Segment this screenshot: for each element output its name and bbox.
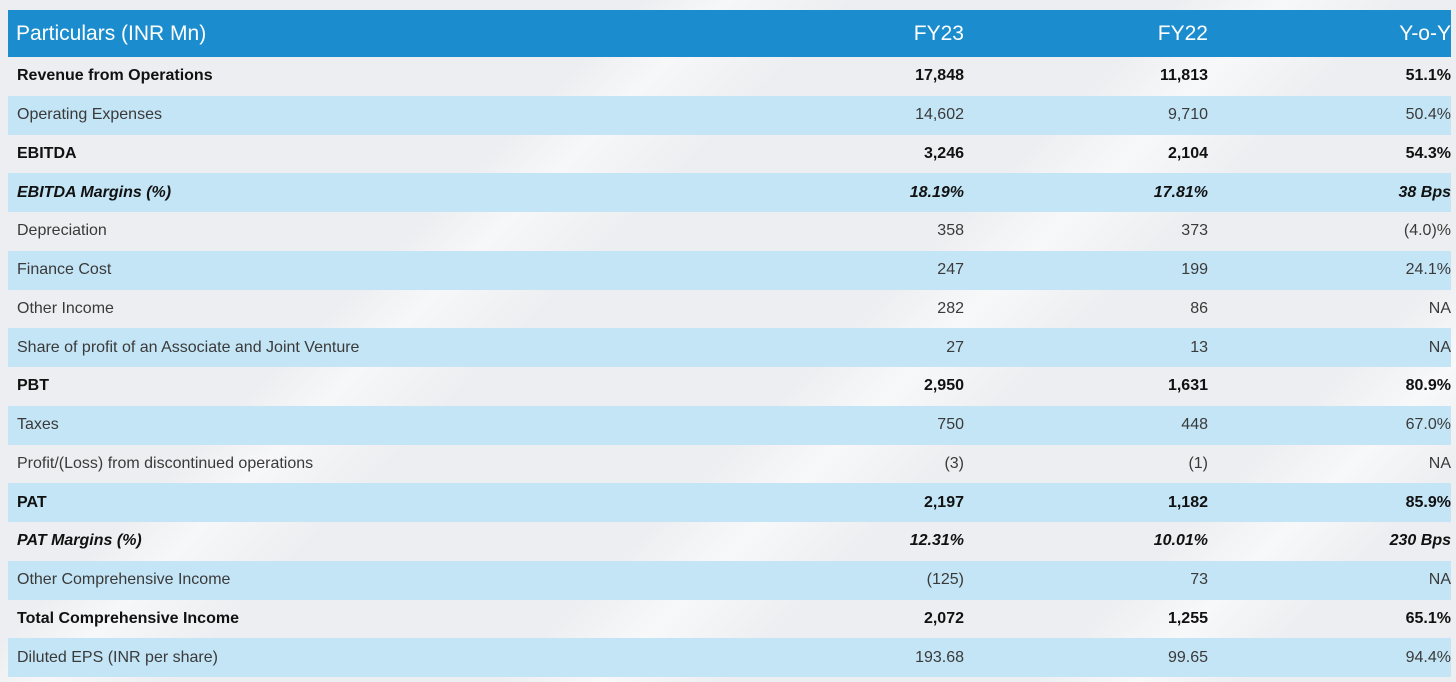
fy23-value: 27 — [946, 338, 964, 356]
fy22-value: 86 — [1190, 299, 1208, 317]
row-label: Taxes — [17, 416, 59, 434]
fy22-value: 1,631 — [1167, 377, 1208, 395]
fy22-value: (1) — [1188, 454, 1208, 472]
table-row: Depreciation 358 373 (4.0)% — [8, 212, 1451, 251]
header-row: Particulars (INR Mn) FY23 FY22 Y-o-Y — [8, 10, 1451, 57]
yoy-value: NA — [1428, 299, 1451, 317]
row-label: Other Comprehensive Income — [17, 571, 231, 589]
header-yoy: Y-o-Y — [1399, 21, 1451, 45]
row-label: Depreciation — [17, 222, 107, 240]
table-row: Share of profit of an Associate and Join… — [8, 328, 1451, 367]
row-label: PAT — [17, 493, 47, 511]
row-label: PBT — [17, 377, 49, 395]
table-row: EBITDA Margins (%) 18.19% 17.81% 38 Bps — [8, 173, 1451, 212]
row-label: Diluted EPS (INR per share) — [17, 648, 218, 666]
fy22-value: 1,255 — [1167, 609, 1208, 627]
table-row: Other Comprehensive Income (125) 73 NA — [8, 560, 1451, 600]
row-label: Total Comprehensive Income — [17, 609, 239, 627]
table-row: Revenue from Operations 17,848 11,813 51.1% — [8, 57, 1451, 96]
row-label: Share of profit of an Associate and Join… — [17, 338, 360, 356]
row-label: EBITDA — [17, 144, 77, 162]
yoy-value: NA — [1428, 454, 1451, 472]
yoy-value: 85.9% — [1405, 493, 1451, 511]
row-label: Revenue from Operations — [17, 67, 213, 85]
fy23-value: 14,602 — [915, 106, 964, 124]
yoy-value: 54.3% — [1405, 144, 1451, 162]
table-row: Diluted EPS (INR per share) 193.68 99.65 94… — [8, 638, 1451, 677]
fy23-value: 3,246 — [923, 144, 964, 162]
fy22-value: 373 — [1181, 222, 1208, 240]
header-fy22: FY22 — [1157, 21, 1208, 45]
yoy-value: 24.1% — [1405, 261, 1451, 279]
yoy-value: NA — [1428, 571, 1451, 589]
table-row: EBITDA 3,246 2,104 54.3% — [8, 135, 1451, 174]
row-label: Other Income — [17, 299, 114, 317]
table-row: PBT 2,950 1,631 80.9% — [8, 367, 1451, 406]
fy23-value: 247 — [937, 261, 964, 279]
yoy-value: NA — [1428, 338, 1451, 356]
fy22-value: 1,182 — [1167, 493, 1208, 511]
fy22-value: 13 — [1190, 338, 1208, 356]
fy23-value: 2,197 — [923, 493, 964, 511]
fy23-value: 358 — [937, 222, 964, 240]
yoy-value: (4.0)% — [1403, 222, 1451, 240]
table-row: Total Comprehensive Income 2,072 1,255 65.1… — [8, 600, 1451, 639]
fy22-value: 11,813 — [1159, 67, 1208, 85]
fy23-value: 193.68 — [915, 648, 964, 666]
table-row: Taxes 750 448 67.0% — [8, 405, 1451, 445]
table-row: PAT 2,197 1,182 85.9% — [8, 483, 1451, 522]
yoy-value: 65.1% — [1405, 609, 1451, 627]
fy23-value: (125) — [926, 571, 964, 589]
row-label: Profit/(Loss) from discontinued operatio… — [17, 454, 314, 472]
row-label: Finance Cost — [17, 261, 112, 279]
table-row: Other Income 282 86 NA — [8, 290, 1451, 329]
financial-table: Particulars (INR Mn) FY23 FY22 Y-o-Y Rev… — [8, 10, 1451, 677]
fy23-value: 12.31% — [909, 532, 964, 550]
fy22-value: 199 — [1181, 261, 1208, 279]
fy23-value: 750 — [937, 416, 964, 434]
fy23-value: 2,950 — [923, 377, 964, 395]
header-fy23: FY23 — [913, 21, 964, 45]
yoy-value: 38 Bps — [1398, 183, 1451, 201]
yoy-value: 67.0% — [1405, 416, 1451, 434]
yoy-value: 50.4% — [1405, 106, 1451, 124]
table-row: Profit/(Loss) from discontinued operatio… — [8, 445, 1451, 484]
fy23-value: 17,848 — [915, 67, 964, 85]
header-particulars: Particulars (INR Mn) — [16, 21, 207, 45]
table-row: Finance Cost 247 199 24.1% — [8, 250, 1451, 290]
fy22-value: 10.01% — [1153, 532, 1208, 550]
table-row: Operating Expenses 14,602 9,710 50.4% — [8, 95, 1451, 135]
fy22-value: 9,710 — [1167, 106, 1208, 124]
fy22-value: 73 — [1190, 571, 1208, 589]
table-row: PAT Margins (%) 12.31% 10.01% 230 Bps — [8, 522, 1451, 561]
fy22-value: 2,104 — [1167, 144, 1208, 162]
yoy-value: 51.1% — [1405, 67, 1451, 85]
fy22-value: 17.81% — [1153, 183, 1208, 201]
yoy-value: 230 Bps — [1389, 532, 1451, 550]
fy23-value: 2,072 — [923, 609, 964, 627]
row-label: Operating Expenses — [17, 106, 162, 124]
fy23-value: (3) — [944, 454, 964, 472]
row-label: PAT Margins (%) — [17, 532, 142, 550]
fy22-value: 99.65 — [1167, 648, 1208, 666]
fy22-value: 448 — [1181, 416, 1208, 434]
fy23-value: 282 — [937, 299, 964, 317]
row-label: EBITDA Margins (%) — [17, 183, 172, 201]
fy23-value: 18.19% — [909, 183, 964, 201]
yoy-value: 94.4% — [1405, 648, 1451, 666]
yoy-value: 80.9% — [1405, 377, 1451, 395]
